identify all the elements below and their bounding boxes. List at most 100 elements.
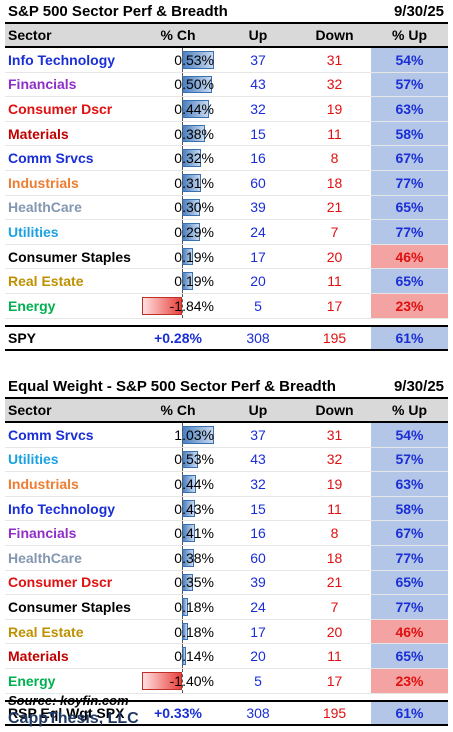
sector-name: Info Technology (5, 47, 138, 73)
pct-change-cell: 0.19% (138, 268, 218, 294)
zero-axis-line (182, 269, 183, 293)
pct-up-value: 54% (371, 47, 448, 73)
header-sector: Sector (5, 397, 138, 423)
up-count: 24 (218, 594, 298, 620)
header-sector: Sector (5, 22, 138, 48)
sector-name: Comm Srvcs (5, 145, 138, 171)
sector-name: HealthCare (5, 195, 138, 221)
table-row: Financials 0.41% 16 8 67% (5, 520, 448, 546)
pct-up-value: 65% (371, 195, 448, 221)
pct-change-value: -1.84% (169, 297, 214, 314)
down-count: 7 (298, 219, 371, 245)
pct-change-cell: 0.14% (138, 643, 218, 669)
table-row: Energy -1.84% 5 17 23% (5, 293, 448, 319)
up-count: 32 (218, 471, 298, 497)
sector-name: Industrials (5, 471, 138, 497)
table1-title: S&P 500 Sector Perf & Breadth (8, 2, 228, 20)
down-count: 32 (298, 72, 371, 98)
zero-axis-line (182, 48, 183, 72)
pct-change-value: 0.44% (174, 475, 214, 492)
zero-axis-line (182, 472, 183, 496)
sector-name: Comm Srvcs (5, 422, 138, 448)
table-row: HealthCare 0.30% 39 21 65% (5, 195, 448, 221)
total-up: 308 (218, 699, 298, 726)
table2-total-row: RSP Eql Wgt SPX +0.33% 308 195 61% (5, 699, 448, 726)
pct-change-value: 0.29% (174, 223, 214, 240)
down-count: 11 (298, 643, 371, 669)
source-note: Source: koyfin.com (8, 693, 129, 708)
table-row: Real Estate 0.19% 20 11 65% (5, 268, 448, 294)
zero-axis-line (182, 293, 183, 318)
header-down: Down (298, 22, 371, 48)
table2: Sector % Ch Up Down % Up Comm Srvcs 1.03%… (5, 397, 448, 726)
brand-name: CappThesis, LLC (8, 710, 139, 727)
pct-change-bar (142, 671, 182, 690)
table1-titlebar: S&P 500 Sector Perf & Breadth 9/30/25 (5, 0, 448, 22)
up-count: 15 (218, 121, 298, 147)
down-count: 7 (298, 594, 371, 620)
up-count: 16 (218, 145, 298, 171)
sector-name: Real Estate (5, 619, 138, 645)
pct-up-value: 65% (371, 643, 448, 669)
pct-change-value: 0.53% (174, 451, 214, 468)
zero-axis-line (182, 72, 183, 96)
up-count: 5 (218, 293, 298, 319)
down-count: 21 (298, 195, 371, 221)
up-count: 20 (218, 643, 298, 669)
pct-up-value: 65% (371, 268, 448, 294)
pct-change-value: 0.30% (174, 199, 214, 216)
sector-name: Utilities (5, 219, 138, 245)
table-row: Industrials 0.31% 60 18 77% (5, 170, 448, 196)
pct-change-cell: 0.32% (138, 145, 218, 171)
pct-change-value: 0.38% (174, 549, 214, 566)
total-pch: +0.33% (138, 699, 218, 726)
pct-up-value: 77% (371, 545, 448, 571)
pct-change-cell: 0.31% (138, 170, 218, 196)
zero-axis-line (182, 220, 183, 244)
down-count: 11 (298, 496, 371, 522)
zero-axis-line (182, 570, 183, 594)
total-pup: 61% (371, 699, 448, 726)
pct-up-value: 65% (371, 570, 448, 596)
down-count: 11 (298, 121, 371, 147)
down-count: 17 (298, 293, 371, 319)
equal-weight-sector-block: Equal Weight - S&P 500 Sector Perf & Bre… (5, 375, 448, 726)
pct-up-value: 77% (371, 219, 448, 245)
pct-change-cell: 0.18% (138, 619, 218, 645)
pct-change-value: 0.18% (174, 623, 214, 640)
pct-change-value: 0.19% (174, 273, 214, 290)
pct-up-value: 57% (371, 72, 448, 98)
table2-titlebar: Equal Weight - S&P 500 Sector Perf & Bre… (5, 375, 448, 397)
total-pch: +0.28% (138, 324, 218, 351)
total-up: 308 (218, 324, 298, 351)
pct-up-value: 58% (371, 496, 448, 522)
pct-up-value: 67% (371, 520, 448, 546)
header-pup: % Up (371, 397, 448, 423)
table-row: Consumer Dscr 0.35% 39 21 65% (5, 570, 448, 596)
pct-change-value: 0.53% (174, 51, 214, 68)
pct-change-bar (142, 296, 182, 315)
total-pup: 61% (371, 324, 448, 351)
up-count: 39 (218, 570, 298, 596)
down-count: 18 (298, 170, 371, 196)
zero-axis-line (182, 146, 183, 170)
pct-up-value: 77% (371, 594, 448, 620)
sector-name: Utilities (5, 447, 138, 473)
pct-change-cell: 0.30% (138, 195, 218, 221)
zero-axis-line (182, 423, 183, 447)
header-pup: % Up (371, 22, 448, 48)
down-count: 18 (298, 545, 371, 571)
table-row: Utilities 0.53% 43 32 57% (5, 447, 448, 473)
header-down: Down (298, 397, 371, 423)
pct-up-value: 58% (371, 121, 448, 147)
pct-change-value: 0.43% (174, 500, 214, 517)
pct-up-value: 63% (371, 96, 448, 122)
down-count: 8 (298, 145, 371, 171)
zero-axis-line (182, 97, 183, 121)
sector-name: Info Technology (5, 496, 138, 522)
up-count: 5 (218, 668, 298, 694)
sector-name: Industrials (5, 170, 138, 196)
table1-body: Info Technology 0.53% 37 31 54% Financials 0.5… (5, 47, 448, 319)
up-count: 43 (218, 72, 298, 98)
pct-up-value: 23% (371, 668, 448, 694)
